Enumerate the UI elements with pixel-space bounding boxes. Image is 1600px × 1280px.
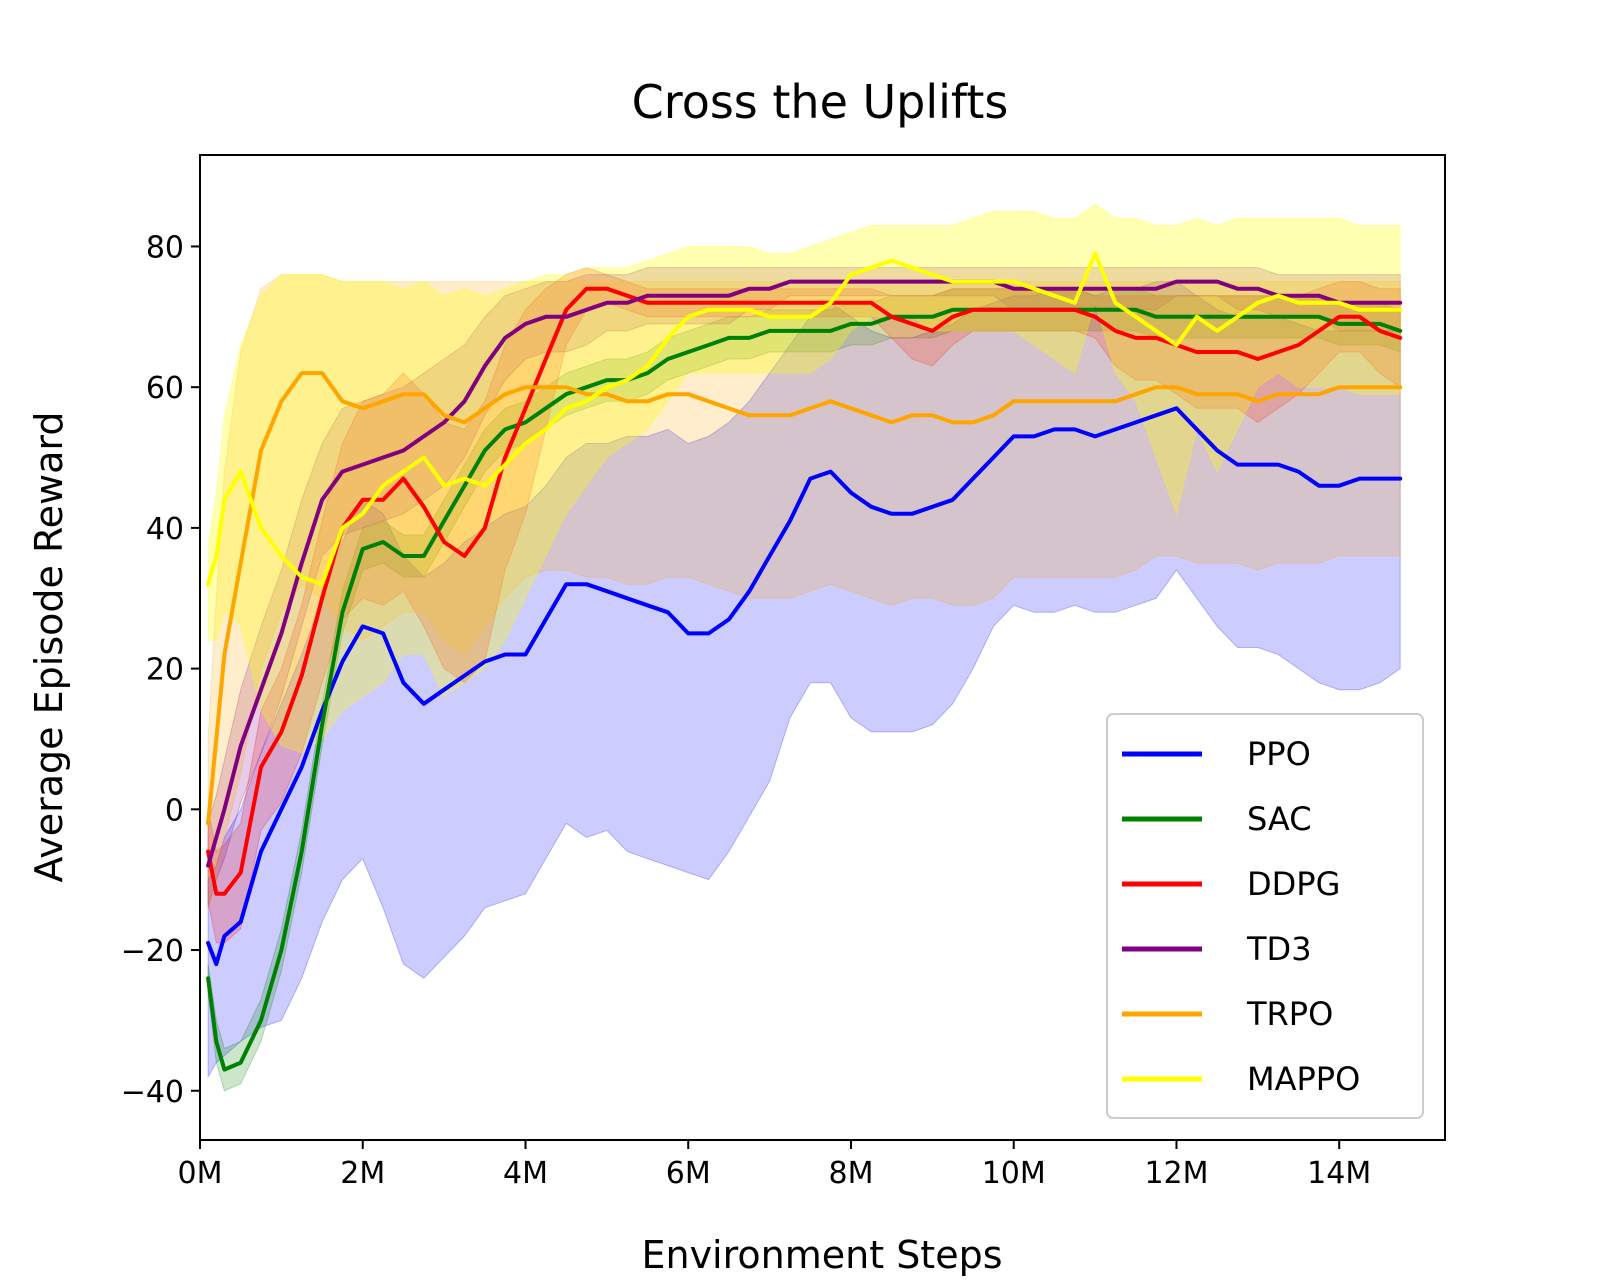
- x-tick-label: 2M: [340, 1156, 385, 1191]
- ppo-legend-label: PPO: [1247, 735, 1311, 773]
- sac-legend-label: SAC: [1247, 800, 1312, 838]
- sac-band: [207, 288, 1401, 1092]
- y-tick-label: −40: [121, 1075, 184, 1110]
- mappo-line: [206, 251, 1403, 587]
- x-tick-label: 12M: [1144, 1156, 1208, 1191]
- td3-line: [206, 279, 1403, 868]
- ppo-band: [207, 281, 1401, 1079]
- y-axis-label: Average Episode Reward: [27, 412, 71, 883]
- legend-box: [1106, 713, 1424, 1119]
- x-axis: 0M 2M 4M 6M 8M 10M 12M 14M: [178, 1140, 1371, 1191]
- series-lines: [206, 251, 1403, 1072]
- x-tick-label: 8M: [828, 1156, 873, 1191]
- ddpg-legend-label: DDPG: [1247, 865, 1340, 903]
- y-tick-label: 80: [146, 230, 184, 265]
- y-tick-label: 60: [146, 371, 184, 406]
- y-axis: −40 −20 0 20 40 60 80: [121, 230, 200, 1110]
- trpo-line: [206, 371, 1403, 826]
- chart-title: Cross the Uplifts: [632, 75, 1009, 129]
- td3-legend-label: TD3: [1246, 930, 1312, 968]
- plot-frame: [199, 154, 1446, 1141]
- x-tick-label: 6M: [666, 1156, 711, 1191]
- x-tick-label: 14M: [1307, 1156, 1371, 1191]
- mappo-band: [207, 203, 1401, 754]
- legend: PPO SAC DDPG TD3 TRPO MAPPO: [1106, 713, 1424, 1119]
- y-tick-label: −20: [121, 934, 184, 969]
- y-tick-label: 0: [165, 793, 184, 828]
- y-tick-label: 20: [146, 653, 184, 688]
- ppo-line: [206, 406, 1403, 967]
- x-tick-label: 4M: [503, 1156, 548, 1191]
- x-axis-label: Environment Steps: [641, 1233, 1002, 1277]
- y-tick-label: 40: [146, 512, 184, 547]
- mappo-legend-label: MAPPO: [1247, 1060, 1360, 1098]
- x-tick-label: 0M: [178, 1156, 223, 1191]
- x-tick-label: 10M: [982, 1156, 1046, 1191]
- ddpg-line: [206, 286, 1403, 896]
- trpo-legend-label: TRPO: [1246, 995, 1333, 1033]
